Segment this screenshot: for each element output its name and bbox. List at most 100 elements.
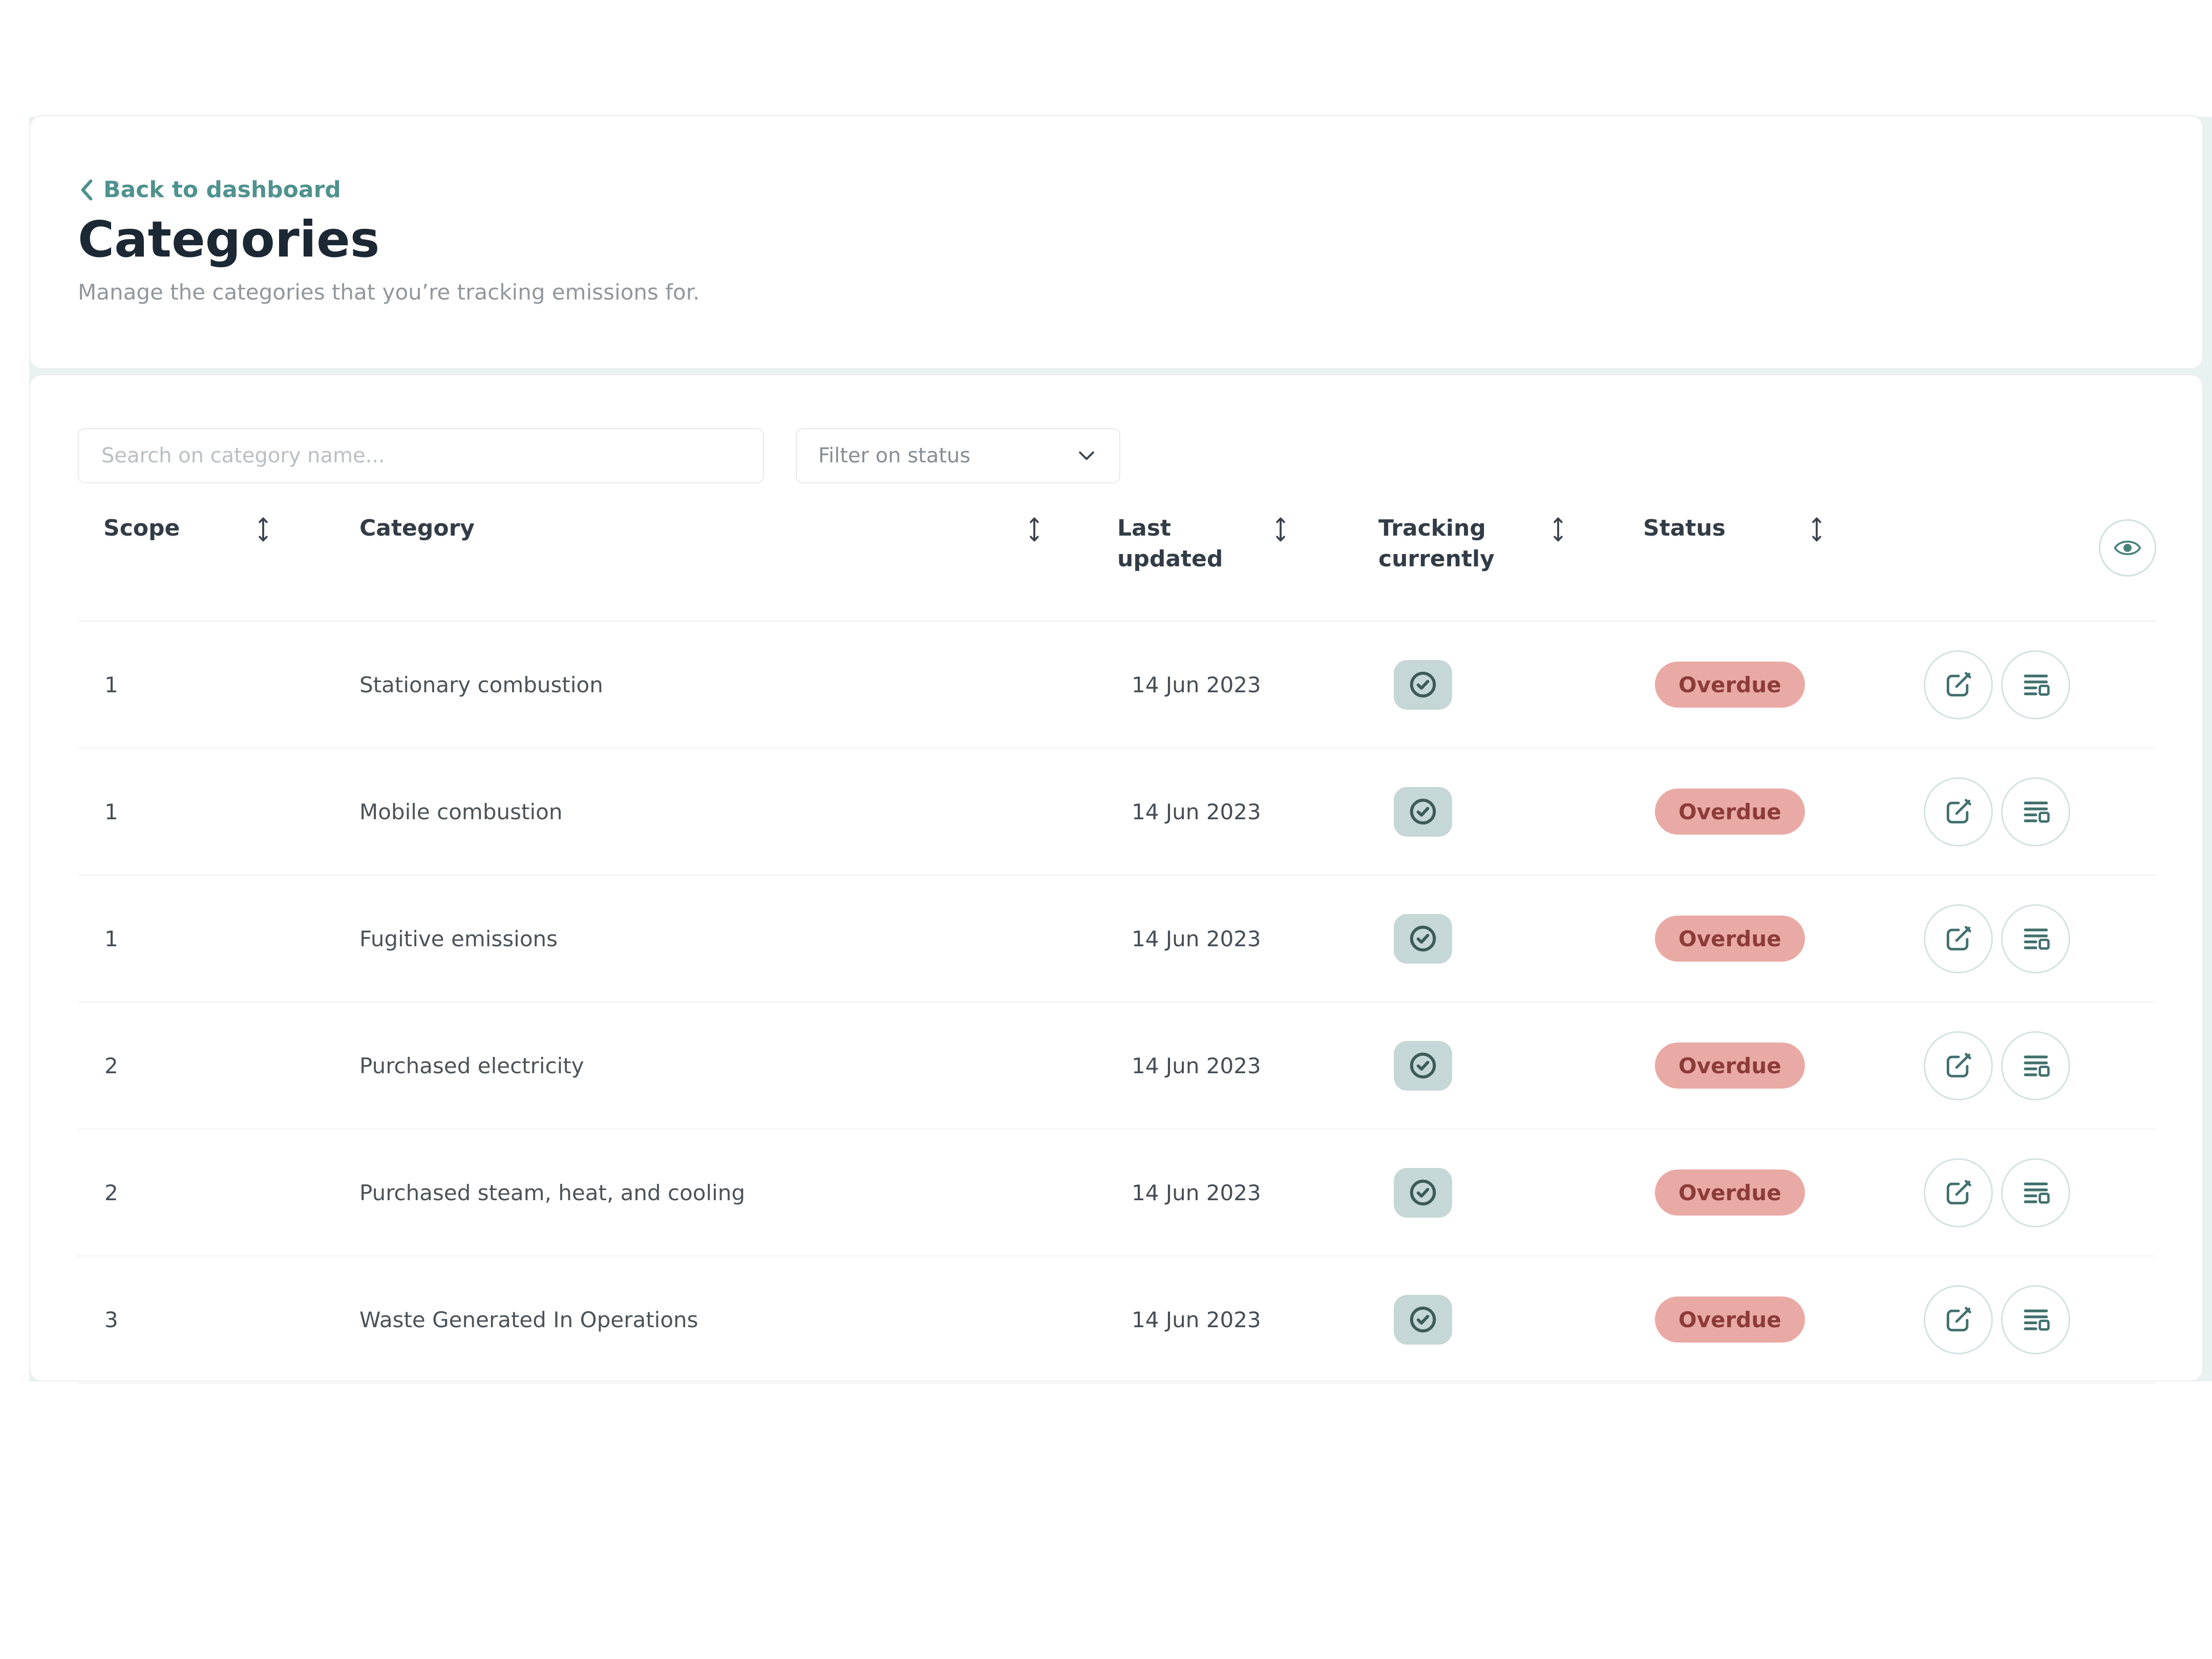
view-entries-button[interactable] — [2001, 650, 2070, 719]
page-header-card: Back to dashboard Categories Manage the … — [29, 115, 2203, 369]
list-entries-icon — [2024, 928, 2050, 950]
last-updated-cell: 14 Jun 2023 — [1132, 799, 1261, 824]
edit-icon — [1946, 1180, 1971, 1205]
category-cell: Mobile combustion — [359, 799, 563, 824]
status-cell: Overdue — [1640, 1296, 1906, 1343]
scope-cell: 1 — [104, 672, 118, 697]
table-toolbar: Filter on status — [78, 428, 2156, 483]
last-updated-cell: 14 Jun 2023 — [1132, 1053, 1261, 1078]
status-cell: Overdue — [1640, 1043, 1906, 1089]
status-cell: Overdue — [1640, 662, 1906, 708]
status-filter-label: Filter on status — [818, 444, 971, 467]
table-row: 1 Fugitive emissions 14 Jun 2023 Overdue — [78, 876, 2156, 1003]
check-circle-icon — [1410, 798, 1436, 825]
view-entries-button[interactable] — [2001, 904, 2070, 973]
status-badge: Overdue — [1655, 789, 1805, 835]
table-row: 2 Purchased steam, heat, and cooling 14 … — [78, 1130, 2156, 1257]
edit-icon — [1946, 926, 1971, 951]
column-header-category[interactable]: Category — [359, 513, 1117, 544]
page-subtitle: Manage the categories that you’re tracki… — [78, 279, 700, 305]
table-row: 3 Waste Generated In Operations 14 Jun 2… — [78, 1257, 2156, 1384]
column-header-last-updated[interactable]: Last updated — [1117, 513, 1378, 575]
tracking-indicator — [1394, 786, 1452, 837]
actions-cell — [1906, 1285, 2156, 1354]
list-entries-icon — [2024, 1182, 2050, 1204]
table-row: 1 Stationary combustion 14 Jun 2023 Over… — [78, 622, 2156, 749]
edit-button[interactable] — [1924, 1285, 1993, 1354]
scope-cell: 3 — [104, 1307, 118, 1332]
sort-arrows-icon[interactable] — [1551, 515, 1565, 544]
table-header-row: Scope Category Last updated Tracking cur… — [78, 513, 2156, 622]
category-cell: Stationary combustion — [359, 672, 603, 697]
chevron-left-icon — [81, 179, 93, 201]
edit-icon — [1946, 799, 1971, 824]
list-entries-icon — [2024, 801, 2050, 823]
last-updated-cell: 14 Jun 2023 — [1132, 1307, 1261, 1332]
categories-table-card: Filter on status Scope Category Last upd… — [29, 374, 2203, 1384]
category-cell: Purchased steam, heat, and cooling — [359, 1180, 746, 1205]
check-circle-icon — [1410, 671, 1436, 698]
tracking-cell — [1378, 786, 1640, 837]
tracking-indicator — [1394, 660, 1452, 710]
status-badge: Overdue — [1655, 916, 1805, 962]
last-updated-cell: 14 Jun 2023 — [1132, 672, 1261, 697]
edit-button[interactable] — [1924, 904, 1993, 973]
search-input[interactable] — [78, 428, 764, 483]
check-circle-icon — [1410, 1179, 1436, 1206]
list-entries-icon — [2024, 674, 2050, 696]
scope-cell: 2 — [104, 1053, 118, 1078]
view-entries-button[interactable] — [2001, 777, 2070, 846]
back-link-label: Back to dashboard — [103, 177, 341, 203]
page-title: Categories — [78, 210, 380, 268]
check-circle-icon — [1410, 1306, 1436, 1333]
tracking-cell — [1378, 1040, 1640, 1091]
status-cell: Overdue — [1640, 789, 1906, 835]
column-header-actions — [1906, 513, 2156, 577]
actions-cell — [1906, 904, 2156, 973]
edit-icon — [1946, 1053, 1971, 1078]
edit-button[interactable] — [1924, 1158, 1993, 1227]
status-badge: Overdue — [1655, 1296, 1805, 1343]
category-cell: Fugitive emissions — [359, 926, 558, 951]
column-header-tracking-currently[interactable]: Tracking currently — [1378, 513, 1640, 575]
category-cell: Purchased electricity — [359, 1053, 584, 1078]
status-cell: Overdue — [1640, 916, 1906, 962]
status-filter-select[interactable]: Filter on status — [796, 428, 1120, 483]
actions-cell — [1906, 777, 2156, 846]
table-row: 2 Purchased electricity 14 Jun 2023 Over… — [78, 1003, 2156, 1130]
column-header-status[interactable]: Status — [1640, 513, 1906, 544]
table-row: 1 Mobile combustion 14 Jun 2023 Overdue — [78, 749, 2156, 876]
tracking-indicator — [1394, 1167, 1452, 1218]
sort-arrows-icon[interactable] — [1028, 515, 1041, 544]
tracking-indicator — [1394, 1294, 1452, 1345]
sort-arrows-icon[interactable] — [257, 515, 270, 544]
view-entries-button[interactable] — [2001, 1031, 2070, 1100]
sort-arrows-icon[interactable] — [1810, 515, 1823, 544]
tracking-cell — [1378, 1167, 1640, 1218]
list-entries-icon — [2024, 1309, 2050, 1331]
back-to-dashboard-link[interactable]: Back to dashboard — [78, 177, 341, 203]
tracking-cell — [1378, 660, 1640, 710]
tracking-cell — [1378, 913, 1640, 964]
status-badge: Overdue — [1655, 1169, 1805, 1216]
column-header-scope[interactable]: Scope — [78, 513, 359, 544]
view-entries-button[interactable] — [2001, 1285, 2070, 1354]
column-visibility-button[interactable] — [2099, 519, 2156, 577]
view-entries-button[interactable] — [2001, 1158, 2070, 1227]
list-entries-icon — [2024, 1055, 2050, 1077]
status-cell: Overdue — [1640, 1169, 1906, 1216]
tracking-indicator — [1394, 1040, 1452, 1091]
edit-button[interactable] — [1924, 650, 1993, 719]
edit-icon — [1946, 672, 1971, 697]
tracking-cell — [1378, 1294, 1640, 1345]
edit-button[interactable] — [1924, 777, 1993, 846]
check-circle-icon — [1410, 925, 1436, 952]
scope-cell: 2 — [104, 1180, 118, 1205]
scope-cell: 1 — [104, 926, 118, 951]
actions-cell — [1906, 1031, 2156, 1100]
check-circle-icon — [1410, 1052, 1436, 1079]
edit-button[interactable] — [1924, 1031, 1993, 1100]
last-updated-cell: 14 Jun 2023 — [1132, 926, 1261, 951]
sort-arrows-icon[interactable] — [1274, 515, 1287, 544]
actions-cell — [1906, 1158, 2156, 1227]
